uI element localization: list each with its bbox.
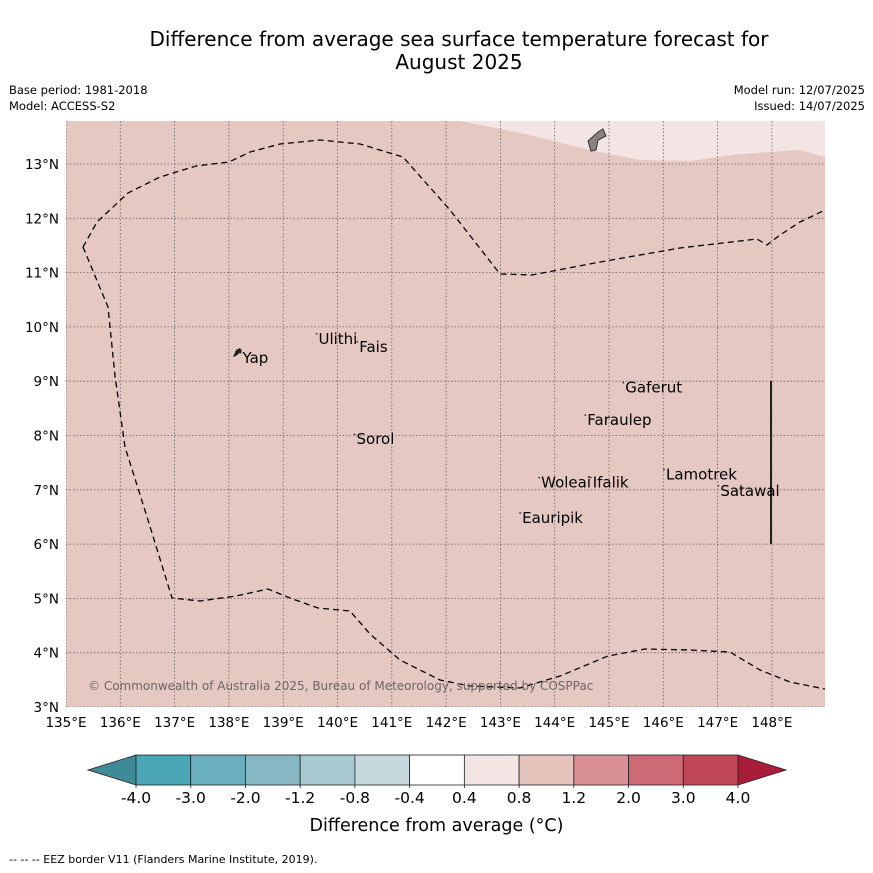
lat-tick-label: 7°N: [34, 483, 59, 499]
colorbar-tick-label: 0.8: [507, 789, 532, 807]
lat-tick-label: 13°N: [25, 157, 59, 173]
colorbar-tick-label: -4.0: [121, 789, 151, 807]
lat-tick-label: 12°N: [25, 211, 59, 227]
model-name: Model: ACCESS-S2: [9, 99, 116, 113]
place-label-lamotrek: Lamotrek: [666, 466, 737, 484]
island-marker: [589, 476, 592, 479]
colorbar-tick-label: 1.2: [561, 789, 586, 807]
island-marker: [519, 512, 522, 514]
lat-tick-label: 8°N: [34, 429, 59, 445]
place-label-eauripik: Eauripik: [522, 509, 583, 527]
lon-tick-label: 148°E: [751, 715, 792, 731]
eez-border-lower: [82, 246, 825, 690]
lat-tick-label: 5°N: [34, 591, 59, 607]
lon-tick-label: 142°E: [426, 715, 467, 731]
model-run: Model run: 12/07/2025: [733, 83, 865, 97]
place-label-yap: Yap: [241, 349, 268, 367]
lon-tick-label: 135°E: [45, 715, 86, 731]
colorbar-bin: [628, 754, 684, 786]
map-background: [66, 121, 825, 707]
lat-tick-label: 9°N: [34, 374, 59, 390]
colorbar-extend-low: [86, 754, 137, 786]
colorbar-bin: [299, 754, 356, 786]
lat-tick-label: 3°N: [34, 700, 59, 716]
map-gridlines: [66, 121, 825, 707]
colorbar-tick-label: 0.4: [452, 789, 477, 807]
colorbar-tick-label: -1.2: [285, 789, 315, 807]
island-marker: [353, 433, 356, 436]
place-label-faraulep: Faraulep: [587, 411, 651, 429]
lat-tick-label: 10°N: [25, 320, 59, 336]
colorbar-tick-label: -0.4: [395, 789, 425, 807]
meta-left: Base period: 1981-2018 Model: ACCESS-S2: [9, 82, 148, 114]
island-marker: [663, 468, 665, 471]
base-period: Base period: 1981-2018: [9, 83, 148, 97]
copyright-text: © Commonwealth of Australia 2025, Bureau…: [88, 679, 593, 693]
eez-legend-note: -- -- -- EEZ border V11 (Flanders Marine…: [9, 853, 318, 866]
island-marker: [622, 381, 625, 384]
lon-tick-label: 137°E: [154, 715, 195, 731]
colorbar-extend-high: [737, 754, 788, 786]
lon-tick-label: 147°E: [697, 715, 738, 731]
island-marker: [717, 484, 720, 487]
place-label-ifalik: Ifalik: [593, 474, 629, 492]
lon-tick-label: 143°E: [480, 715, 521, 731]
lon-tick-label: 144°E: [534, 715, 575, 731]
colorbar-tick-label: -2.0: [230, 789, 260, 807]
place-label-sorol: Sorol: [357, 430, 395, 448]
colorbar-label: Difference from average (°C): [309, 816, 564, 836]
place-label-fais: Fais: [359, 338, 388, 356]
anomaly-region-0.4-0.8: [460, 121, 825, 161]
colorbar-tick-label: 3.0: [671, 789, 696, 807]
longitude-tick-labels: 135°E 136°E 137°E 138°E 139°E 140°E 141°E 142°E…: [45, 715, 792, 731]
title-line-1: Difference from average sea surface temp…: [149, 27, 769, 51]
place-label-gaferut: Gaferut: [625, 379, 682, 397]
colorbar-tick-label: 2.0: [616, 789, 641, 807]
latitude-tick-labels: 3°N 4°N 5°N 6°N 7°N 8°N 9°N 10°N 11°N 12°N 13°N: [25, 157, 59, 716]
colorbar-bin: [135, 754, 192, 786]
colorbar-bin: [190, 754, 246, 786]
colorbar-bin: [573, 754, 629, 786]
lon-tick-label: 138°E: [208, 715, 249, 731]
guam-land: [587, 128, 607, 152]
lon-tick-label: 139°E: [263, 715, 304, 731]
lon-tick-label: 136°E: [100, 715, 141, 731]
colorbar-bin: [354, 754, 411, 786]
place-labels: Yap Ulithi Fais Gaferut Faraulep Sorol Lamotre…: [239, 330, 780, 527]
lat-tick-label: 4°N: [34, 646, 59, 662]
lon-tick-label: 140°E: [317, 715, 358, 731]
lat-tick-label: 6°N: [34, 537, 59, 553]
island-marker: [315, 332, 318, 335]
colorbar: -4.0 -3.0 -2.0 -1.2 -0.8 -0.4 0.4 0.8 1.2 2.0 3.0 4…: [86, 754, 788, 807]
place-label-woleai: Woleai: [541, 474, 591, 492]
colorbar-bin: [682, 754, 739, 786]
colorbar-tick-label: -0.8: [340, 789, 370, 807]
place-label-satawal: Satawal: [720, 482, 779, 500]
title-line-2: August 2025: [395, 50, 523, 74]
lon-tick-label: 141°E: [371, 715, 412, 731]
place-label-ulithi: Ulithi: [318, 330, 357, 348]
colorbar-bin: [518, 754, 575, 786]
lon-tick-label: 146°E: [643, 715, 684, 731]
island-marker: [538, 476, 541, 479]
meta-right: Model run: 12/07/2025 Issued: 14/07/2025: [734, 82, 865, 114]
colorbar-bin: [463, 754, 520, 786]
yap-land: [233, 348, 242, 357]
lat-tick-label: 11°N: [25, 266, 59, 282]
island-marker: [584, 414, 587, 417]
colorbar-tick-label: 4.0: [726, 789, 751, 807]
issued-date: Issued: 14/07/2025: [754, 99, 865, 113]
colorbar-tick-label: -3.0: [176, 789, 206, 807]
island-marker: [239, 351, 242, 354]
colorbar-bin: [245, 754, 301, 786]
chart-title: Difference from average sea surface temp…: [95, 28, 823, 74]
colorbar-bin: [409, 754, 465, 786]
lon-tick-label: 145°E: [588, 715, 629, 731]
island-marker: [356, 341, 359, 343]
